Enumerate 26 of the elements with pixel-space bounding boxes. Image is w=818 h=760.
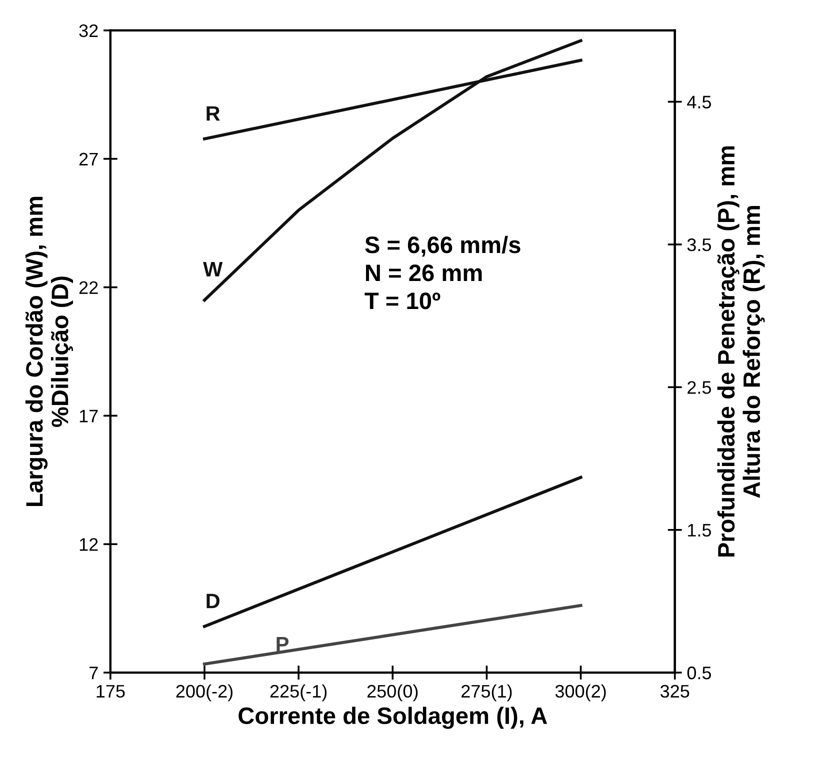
annotation: S = 6,66 mm/s N = 26 mm T = 10º [364,236,520,310]
y-tick-label: 32 [79,24,98,38]
series-label: P [276,637,289,652]
y-axis-title: Largura do Cordão (W), mm %Diluição (D) [25,196,73,506]
x-tick-label: 325 [660,684,690,698]
series-label: D [206,594,220,608]
x-tick-label: 200(-2) [176,684,232,702]
y-tick-label: 7 [90,666,98,680]
y2-tick-label: 0.5 [687,666,711,680]
y-tick-label: 22 [79,281,98,294]
y-tick-label: 27 [79,152,98,166]
y2-tick-label: 1.5 [688,524,711,537]
y2-tick-label: 4.5 [687,96,711,108]
y2-tick-label: 3.5 [687,238,711,252]
y-tick-label: 17 [80,410,98,422]
series-label: R [206,106,220,121]
series-label: W [203,262,223,276]
x-tick-label: 175 [96,685,125,698]
x-tick-label: 275(1) [462,684,512,702]
x-tick-label: 300(2) [555,684,606,702]
x-axis-title: Corrente de Soldagem (I), A [238,706,548,729]
x-tick-label: 225(-1) [270,684,327,702]
y2-axis-title: Profundidade de Penetração (P), mm Altura do Reforço (R), mm [717,146,765,557]
x-tick-label: 250(0) [367,684,418,702]
y-tick-label: 12 [80,538,98,551]
y2-tick-label: 2.5 [688,381,711,394]
